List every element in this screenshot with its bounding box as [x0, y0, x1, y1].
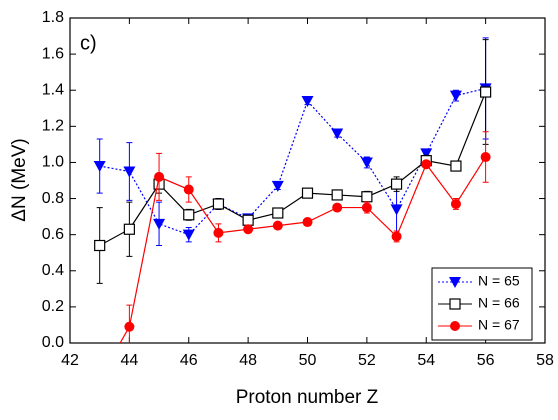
y-tick-label: 0.2 — [42, 298, 64, 315]
marker — [450, 321, 460, 331]
marker — [390, 178, 403, 190]
plot-area — [93, 37, 492, 384]
x-tick-label: 54 — [417, 352, 435, 369]
y-tick-label: 0.6 — [42, 226, 64, 243]
x-axis-label: Proton number Z — [236, 387, 379, 408]
x-tick-label: 56 — [477, 352, 495, 369]
marker — [450, 160, 462, 172]
marker — [154, 171, 165, 182]
marker — [153, 218, 166, 230]
x-tick-label: 58 — [536, 352, 554, 369]
marker — [301, 96, 314, 108]
marker — [480, 152, 491, 163]
marker — [332, 202, 343, 213]
marker — [212, 198, 225, 210]
marker — [360, 157, 373, 169]
marker — [301, 187, 314, 199]
marker — [182, 229, 195, 241]
y-tick-label: 1.8 — [42, 9, 64, 26]
marker — [480, 86, 492, 98]
y-tick-label: 1.6 — [42, 45, 64, 62]
y-tick-label: 1.2 — [42, 118, 64, 135]
marker — [391, 231, 402, 242]
marker — [331, 189, 343, 201]
legend-label: N = 66 — [478, 295, 520, 311]
marker — [94, 239, 106, 252]
marker — [242, 214, 254, 226]
marker — [123, 223, 135, 235]
legend-label: N = 67 — [478, 317, 520, 333]
y-tick-label: 0.8 — [42, 190, 64, 207]
legend-label: N = 65 — [478, 273, 520, 289]
marker — [361, 191, 373, 203]
x-tick-label: 44 — [120, 352, 138, 369]
x-tick-label: 50 — [299, 352, 317, 369]
x-tick-label: 52 — [358, 352, 376, 369]
marker — [123, 166, 136, 178]
y-tick-label: 0.0 — [42, 334, 64, 351]
marker — [449, 90, 462, 102]
marker — [124, 321, 135, 332]
y-tick-label: 0.4 — [42, 262, 64, 279]
x-tick-label: 48 — [239, 352, 257, 369]
marker — [183, 209, 195, 221]
y-axis-label: ΔN (MeV) — [9, 138, 30, 221]
marker — [421, 159, 432, 170]
marker — [361, 202, 372, 213]
marker — [331, 128, 344, 140]
marker — [243, 224, 254, 235]
marker — [213, 227, 224, 238]
y-tick-label: 1.4 — [42, 81, 64, 98]
marker — [420, 148, 433, 160]
marker — [93, 161, 106, 173]
marker — [95, 374, 105, 384]
x-tick-label: 42 — [61, 352, 79, 369]
marker — [272, 207, 284, 219]
y-tick-label: 1.0 — [42, 154, 64, 171]
series-line — [119, 156, 487, 343]
marker — [449, 277, 461, 288]
marker — [183, 184, 194, 195]
marker — [390, 204, 403, 216]
marker — [271, 180, 284, 192]
marker — [272, 220, 283, 231]
marker — [450, 198, 461, 209]
marker — [449, 298, 461, 310]
marker — [302, 217, 313, 228]
x-tick-label: 46 — [180, 352, 198, 369]
annotation: c) — [80, 32, 97, 54]
